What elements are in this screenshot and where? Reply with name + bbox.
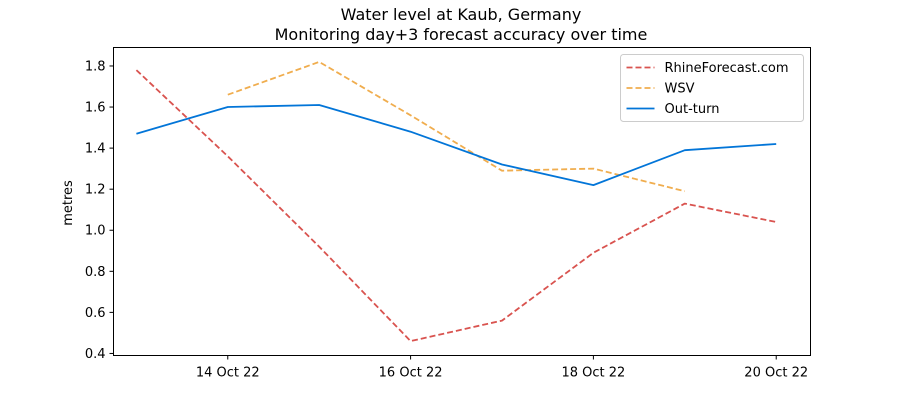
legend-label: WSV <box>665 82 695 97</box>
series-line-out-turn <box>136 104 777 187</box>
y-tick-label: 1.2 <box>85 183 106 198</box>
series-lines <box>135 61 777 343</box>
y-tick-label: 1.8 <box>85 59 106 74</box>
chart-title: Water level at Kaub, Germany <box>341 5 582 24</box>
y-axis-ticks: 0.4 0.6 0.8 1.0 1.2 1.4 1.6 1.8 <box>85 59 114 362</box>
series-line-wsv <box>227 61 686 193</box>
legend: RhineForecast.com WSV Out-turn <box>620 54 804 122</box>
legend-label: RhineForecast.com <box>665 61 789 76</box>
plot-frame <box>113 47 811 356</box>
y-tick-label: 1.4 <box>85 142 106 157</box>
x-tick-label: 16 Oct 22 <box>379 366 443 381</box>
y-tick-label: 0.8 <box>85 265 106 280</box>
y-tick-label: 0.4 <box>85 347 106 362</box>
x-tick-label: 14 Oct 22 <box>196 366 260 381</box>
legend-label: Out-turn <box>665 102 720 117</box>
x-tick-label: 18 Oct 22 <box>561 366 625 381</box>
chart-subtitle: Monitoring day+3 forecast accuracy over … <box>275 25 648 44</box>
legend-box <box>620 54 804 122</box>
series-line-rhineforecast-com <box>135 69 777 343</box>
x-axis-ticks: 14 Oct 22 16 Oct 22 18 Oct 22 20 Oct 22 <box>196 355 808 381</box>
y-tick-label: 1.6 <box>85 101 106 116</box>
y-tick-label: 1.0 <box>85 224 106 239</box>
y-axis-label: metres <box>61 180 76 226</box>
y-tick-label: 0.6 <box>85 306 106 321</box>
x-tick-label: 20 Oct 22 <box>744 366 808 381</box>
